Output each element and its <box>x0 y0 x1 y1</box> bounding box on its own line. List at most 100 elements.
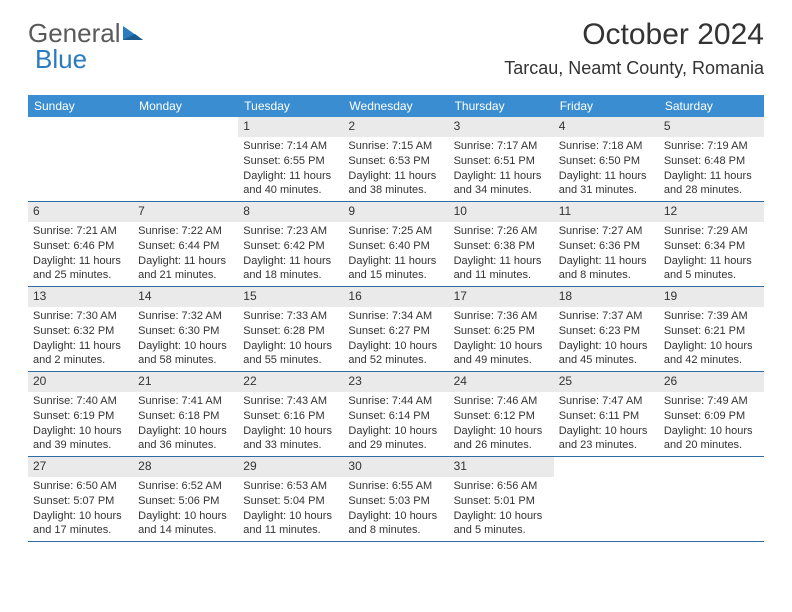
day-cell: 1Sunrise: 7:14 AMSunset: 6:55 PMDaylight… <box>238 117 343 201</box>
weekday-monday: Monday <box>133 95 238 117</box>
sunset-text: Sunset: 6:28 PM <box>243 324 338 338</box>
day-body: Sunrise: 6:50 AMSunset: 5:07 PMDaylight:… <box>28 477 133 541</box>
sunset-text: Sunset: 6:25 PM <box>454 324 549 338</box>
sunrise-text: Sunrise: 7:14 AM <box>243 139 338 153</box>
daylight-text: Daylight: 11 hours and 38 minutes. <box>348 169 443 198</box>
sunset-text: Sunset: 6:40 PM <box>348 239 443 253</box>
day-number: 24 <box>449 372 554 392</box>
week-row: 6Sunrise: 7:21 AMSunset: 6:46 PMDaylight… <box>28 202 764 287</box>
daylight-text: Daylight: 10 hours and 20 minutes. <box>664 424 759 453</box>
weekday-header-row: Sunday Monday Tuesday Wednesday Thursday… <box>28 95 764 117</box>
day-body: Sunrise: 7:36 AMSunset: 6:25 PMDaylight:… <box>449 307 554 371</box>
day-cell: 24Sunrise: 7:46 AMSunset: 6:12 PMDayligh… <box>449 372 554 456</box>
sunrise-text: Sunrise: 6:55 AM <box>348 479 443 493</box>
day-cell: 9Sunrise: 7:25 AMSunset: 6:40 PMDaylight… <box>343 202 448 286</box>
day-number: 27 <box>28 457 133 477</box>
sunrise-text: Sunrise: 7:27 AM <box>559 224 654 238</box>
day-cell: 23Sunrise: 7:44 AMSunset: 6:14 PMDayligh… <box>343 372 448 456</box>
day-cell: 5Sunrise: 7:19 AMSunset: 6:48 PMDaylight… <box>659 117 764 201</box>
sunrise-text: Sunrise: 7:23 AM <box>243 224 338 238</box>
day-number: 31 <box>449 457 554 477</box>
day-number: 25 <box>554 372 659 392</box>
sunset-text: Sunset: 6:55 PM <box>243 154 338 168</box>
day-cell: 20Sunrise: 7:40 AMSunset: 6:19 PMDayligh… <box>28 372 133 456</box>
daylight-text: Daylight: 10 hours and 39 minutes. <box>33 424 128 453</box>
day-number: 5 <box>659 117 764 137</box>
daylight-text: Daylight: 11 hours and 5 minutes. <box>664 254 759 283</box>
weekday-wednesday: Wednesday <box>343 95 448 117</box>
sunrise-text: Sunrise: 7:37 AM <box>559 309 654 323</box>
daylight-text: Daylight: 10 hours and 52 minutes. <box>348 339 443 368</box>
day-body: Sunrise: 7:44 AMSunset: 6:14 PMDaylight:… <box>343 392 448 456</box>
day-cell: 31Sunrise: 6:56 AMSunset: 5:01 PMDayligh… <box>449 457 554 541</box>
day-number: 15 <box>238 287 343 307</box>
day-number: 8 <box>238 202 343 222</box>
sunset-text: Sunset: 6:50 PM <box>559 154 654 168</box>
day-body: Sunrise: 7:33 AMSunset: 6:28 PMDaylight:… <box>238 307 343 371</box>
sunrise-text: Sunrise: 7:41 AM <box>138 394 233 408</box>
day-body: Sunrise: 7:29 AMSunset: 6:34 PMDaylight:… <box>659 222 764 286</box>
daylight-text: Daylight: 11 hours and 28 minutes. <box>664 169 759 198</box>
day-cell: 25Sunrise: 7:47 AMSunset: 6:11 PMDayligh… <box>554 372 659 456</box>
day-body: Sunrise: 7:22 AMSunset: 6:44 PMDaylight:… <box>133 222 238 286</box>
daylight-text: Daylight: 11 hours and 2 minutes. <box>33 339 128 368</box>
day-cell: 26Sunrise: 7:49 AMSunset: 6:09 PMDayligh… <box>659 372 764 456</box>
day-body: Sunrise: 6:52 AMSunset: 5:06 PMDaylight:… <box>133 477 238 541</box>
sunset-text: Sunset: 5:03 PM <box>348 494 443 508</box>
sunset-text: Sunset: 6:51 PM <box>454 154 549 168</box>
sunset-text: Sunset: 6:46 PM <box>33 239 128 253</box>
day-number: 19 <box>659 287 764 307</box>
sunset-text: Sunset: 6:11 PM <box>559 409 654 423</box>
day-number: 29 <box>238 457 343 477</box>
sunrise-text: Sunrise: 7:34 AM <box>348 309 443 323</box>
page-header: General October 2024 Tarcau, Neamt Count… <box>0 0 792 87</box>
day-number: 26 <box>659 372 764 392</box>
month-title: October 2024 <box>504 18 764 52</box>
sunrise-text: Sunrise: 7:19 AM <box>664 139 759 153</box>
day-cell: 18Sunrise: 7:37 AMSunset: 6:23 PMDayligh… <box>554 287 659 371</box>
day-number: 6 <box>28 202 133 222</box>
day-number: 30 <box>343 457 448 477</box>
daylight-text: Daylight: 11 hours and 21 minutes. <box>138 254 233 283</box>
weekday-thursday: Thursday <box>449 95 554 117</box>
daylight-text: Daylight: 10 hours and 26 minutes. <box>454 424 549 453</box>
daylight-text: Daylight: 11 hours and 18 minutes. <box>243 254 338 283</box>
daylight-text: Daylight: 10 hours and 36 minutes. <box>138 424 233 453</box>
sunrise-text: Sunrise: 7:47 AM <box>559 394 654 408</box>
day-cell: 15Sunrise: 7:33 AMSunset: 6:28 PMDayligh… <box>238 287 343 371</box>
day-body: Sunrise: 7:37 AMSunset: 6:23 PMDaylight:… <box>554 307 659 371</box>
day-cell: 21Sunrise: 7:41 AMSunset: 6:18 PMDayligh… <box>133 372 238 456</box>
day-number: 21 <box>133 372 238 392</box>
sunrise-text: Sunrise: 7:33 AM <box>243 309 338 323</box>
day-cell: 2Sunrise: 7:15 AMSunset: 6:53 PMDaylight… <box>343 117 448 201</box>
daylight-text: Daylight: 11 hours and 15 minutes. <box>348 254 443 283</box>
sunrise-text: Sunrise: 7:22 AM <box>138 224 233 238</box>
day-body: Sunrise: 7:23 AMSunset: 6:42 PMDaylight:… <box>238 222 343 286</box>
day-number: 10 <box>449 202 554 222</box>
day-number: 2 <box>343 117 448 137</box>
sunset-text: Sunset: 6:38 PM <box>454 239 549 253</box>
sunrise-text: Sunrise: 7:44 AM <box>348 394 443 408</box>
day-cell <box>133 117 238 201</box>
day-body: Sunrise: 7:15 AMSunset: 6:53 PMDaylight:… <box>343 137 448 201</box>
weekday-tuesday: Tuesday <box>238 95 343 117</box>
week-row: 13Sunrise: 7:30 AMSunset: 6:32 PMDayligh… <box>28 287 764 372</box>
sunset-text: Sunset: 5:04 PM <box>243 494 338 508</box>
day-number: 4 <box>554 117 659 137</box>
day-cell: 7Sunrise: 7:22 AMSunset: 6:44 PMDaylight… <box>133 202 238 286</box>
sunset-text: Sunset: 5:07 PM <box>33 494 128 508</box>
day-cell: 27Sunrise: 6:50 AMSunset: 5:07 PMDayligh… <box>28 457 133 541</box>
sunset-text: Sunset: 5:06 PM <box>138 494 233 508</box>
day-body: Sunrise: 7:17 AMSunset: 6:51 PMDaylight:… <box>449 137 554 201</box>
day-body: Sunrise: 6:56 AMSunset: 5:01 PMDaylight:… <box>449 477 554 541</box>
day-cell <box>554 457 659 541</box>
day-cell: 17Sunrise: 7:36 AMSunset: 6:25 PMDayligh… <box>449 287 554 371</box>
sunrise-text: Sunrise: 7:18 AM <box>559 139 654 153</box>
day-cell <box>28 117 133 201</box>
day-cell: 19Sunrise: 7:39 AMSunset: 6:21 PMDayligh… <box>659 287 764 371</box>
sunrise-text: Sunrise: 7:25 AM <box>348 224 443 238</box>
weeks-container: 1Sunrise: 7:14 AMSunset: 6:55 PMDaylight… <box>28 117 764 542</box>
day-number: 23 <box>343 372 448 392</box>
day-body: Sunrise: 7:25 AMSunset: 6:40 PMDaylight:… <box>343 222 448 286</box>
day-cell: 22Sunrise: 7:43 AMSunset: 6:16 PMDayligh… <box>238 372 343 456</box>
